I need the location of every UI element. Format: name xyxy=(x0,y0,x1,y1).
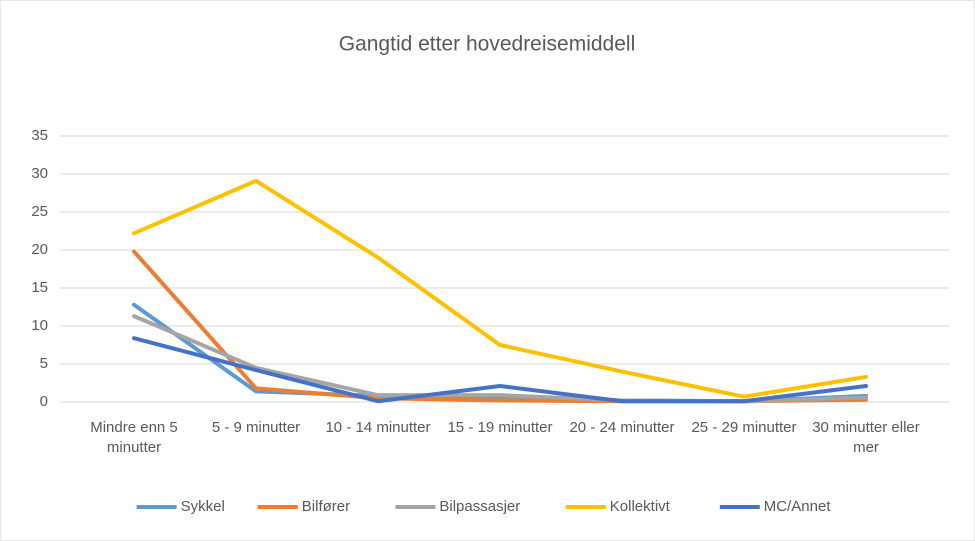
x-tick-label: Mindre enn 5 minutter xyxy=(90,419,178,456)
y-tick-label: 10 xyxy=(31,317,48,334)
y-tick-label: 30 xyxy=(31,165,48,182)
legend-label: MC/Annet xyxy=(764,498,832,515)
series-line xyxy=(132,178,868,399)
y-tick-label: 20 xyxy=(31,241,48,258)
chart-title: Gangtid etter hovedreisemiddell xyxy=(339,33,636,56)
y-tick-label: 25 xyxy=(31,203,48,220)
x-tick-label: 20 - 24 minutter xyxy=(569,419,675,436)
x-tick-label: 25 - 29 minutter xyxy=(691,419,797,436)
legend-label: Bilpassasjer xyxy=(439,498,520,515)
series-line xyxy=(132,336,868,404)
x-tick-label: 10 - 14 minutter xyxy=(325,419,431,436)
y-tick-label: 0 xyxy=(40,393,48,410)
legend-label: Kollektivt xyxy=(610,498,671,515)
series-line xyxy=(132,314,868,404)
y-tick-label: 5 xyxy=(40,355,48,372)
x-tick-label: 15 - 19 minutter xyxy=(447,419,553,436)
legend-label: Sykkel xyxy=(181,498,225,515)
y-tick-label: 35 xyxy=(31,127,48,144)
x-tick-label: 30 minutter eller mer xyxy=(812,419,920,456)
legend-label: Bilfører xyxy=(302,498,350,515)
x-tick-label: 5 - 9 minutter xyxy=(211,419,301,436)
y-tick-label: 15 xyxy=(31,279,48,296)
